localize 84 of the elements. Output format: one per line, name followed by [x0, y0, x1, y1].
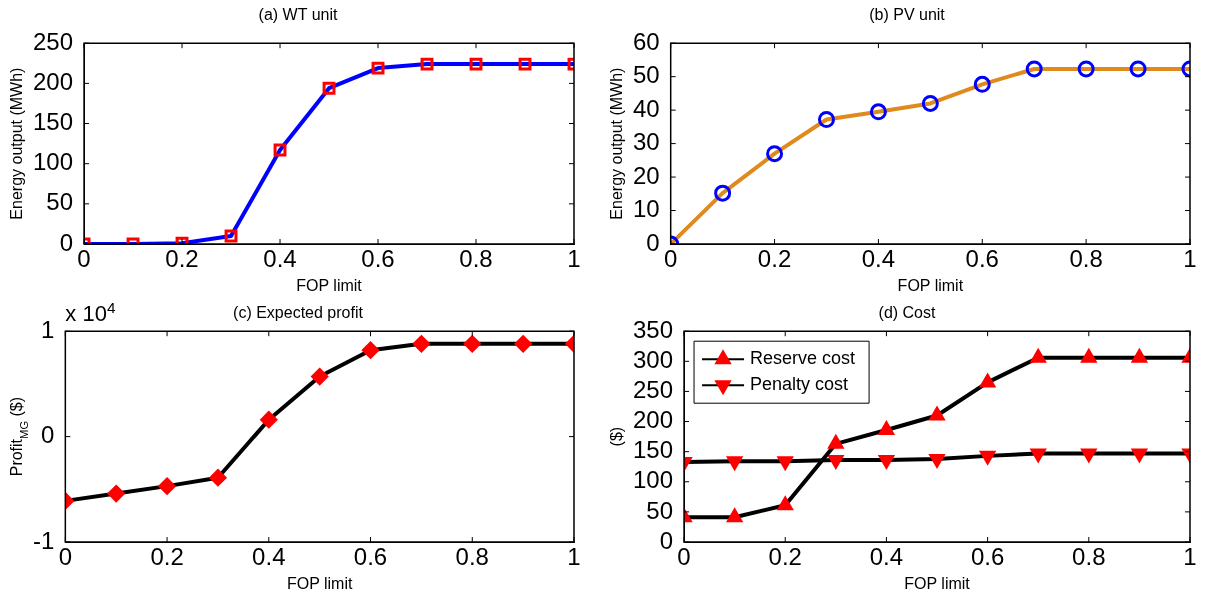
- point: [463, 335, 481, 353]
- point: [209, 469, 227, 487]
- y-axis-title: ProfitMG ($): [8, 396, 31, 477]
- point: [1025, 60, 1043, 78]
- y-tick-label: 60: [632, 27, 660, 55]
- x-tick-label: 0.4: [263, 245, 297, 273]
- y-tick-label: 30: [632, 128, 660, 156]
- y-tick-label: 250: [633, 376, 674, 404]
- x-tick-label: 0.6: [965, 245, 999, 273]
- point: [817, 111, 835, 128]
- point: [766, 145, 784, 163]
- y-axis-title: Energy output (MWh): [608, 67, 625, 220]
- point: [714, 184, 732, 202]
- legend-label: Penalty cost: [750, 374, 849, 395]
- x-tick-label: 0: [77, 245, 91, 273]
- y-tick-label: 1: [40, 315, 55, 343]
- y-tick-label: 300: [633, 345, 674, 373]
- point: [973, 75, 991, 93]
- x-axis-title: FOP limit: [286, 574, 353, 592]
- chart-title: (b) PV unit: [869, 6, 946, 24]
- y-tick-label: 50: [46, 188, 74, 216]
- x-tick-label: 0.8: [459, 245, 493, 273]
- y-tick-label: 40: [632, 94, 660, 122]
- x-tick-label: 0.6: [353, 543, 388, 571]
- y-tick-label: 200: [33, 67, 74, 95]
- point: [518, 57, 532, 71]
- chart-title: (a) WT unit: [258, 6, 338, 24]
- point: [322, 81, 336, 95]
- x-tick-label: 1: [567, 543, 581, 571]
- x-axis-title: FOP limit: [296, 276, 363, 294]
- x-tick-label: 0.2: [150, 543, 184, 571]
- x-tick-label: 0.8: [455, 543, 489, 571]
- point: [469, 57, 483, 71]
- x-axis-title: FOP limit: [904, 574, 971, 592]
- x-tick-label: 1: [567, 245, 581, 273]
- x-tick-label: 0.2: [757, 245, 792, 273]
- point: [921, 94, 939, 112]
- y-tick-label: 0: [646, 228, 660, 256]
- point: [1077, 60, 1095, 78]
- point: [412, 335, 430, 353]
- y-tick-label: 250: [33, 27, 74, 55]
- y-tick-label: 100: [33, 148, 74, 176]
- point: [311, 368, 329, 386]
- x-tick-label: 0.6: [970, 543, 1005, 571]
- point: [869, 103, 887, 121]
- point: [420, 57, 434, 71]
- x-tick-label: 1: [1183, 543, 1197, 571]
- point: [371, 61, 385, 75]
- x-tick-label: 0.4: [252, 543, 286, 571]
- point: [260, 411, 278, 429]
- y-tick-label: 0: [659, 526, 674, 554]
- x-tick-label: 1: [1183, 245, 1197, 273]
- y-tick-label: 0: [40, 421, 55, 449]
- y-tick-label: 350: [633, 315, 674, 343]
- y-tick-label: 10: [632, 195, 660, 223]
- y-axis-title: ($): [608, 426, 625, 447]
- y-tick-label: 200: [633, 406, 674, 434]
- x-tick-label: 0.8: [1072, 543, 1106, 571]
- point: [362, 341, 380, 359]
- x-tick-label: 0.8: [1069, 245, 1103, 273]
- y-tick-label: 20: [632, 161, 660, 189]
- y-tick-label: 100: [633, 466, 674, 494]
- legend-label: Reserve cost: [750, 348, 856, 369]
- chart-title: (d) Cost: [878, 304, 936, 322]
- x-tick-label: 0.2: [165, 245, 199, 273]
- y-axis-title: Energy output (MWh): [8, 67, 25, 220]
- x-tick-label: 0.2: [768, 543, 802, 571]
- x-tick-label: 0: [677, 543, 691, 571]
- y-tick-label: -1: [33, 526, 55, 554]
- point: [1129, 60, 1147, 78]
- y-tick-label: 50: [646, 496, 674, 524]
- x-tick-label: 0.6: [361, 245, 395, 273]
- y-tick-label: 50: [632, 61, 660, 89]
- chart-title: (c) Expected profit: [233, 304, 364, 322]
- x-tick-label: 0.4: [869, 543, 904, 571]
- point: [107, 485, 125, 503]
- x-tick-label: 0.4: [861, 245, 896, 273]
- x-axis-title: FOP limit: [897, 276, 964, 294]
- point: [514, 335, 532, 353]
- y-tick-label: 150: [33, 108, 74, 136]
- y-tick-label: 150: [633, 436, 674, 464]
- point: [158, 477, 176, 495]
- y-tick-label: 0: [59, 228, 74, 256]
- point: [273, 143, 287, 157]
